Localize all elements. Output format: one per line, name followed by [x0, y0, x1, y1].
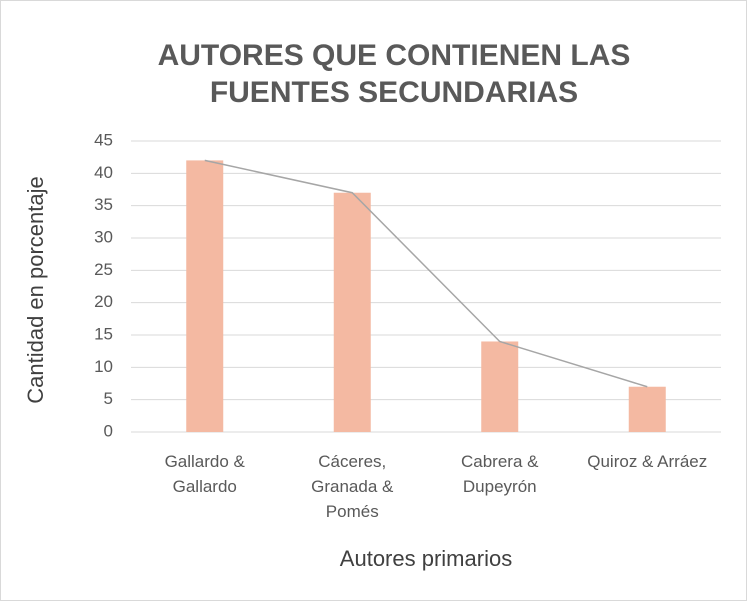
y-tick-label: 30: [94, 227, 113, 246]
y-tick-label: 25: [94, 260, 113, 279]
y-tick-label: 35: [94, 195, 113, 214]
y-tick-label: 10: [94, 357, 113, 376]
trend-line: [204, 159, 648, 388]
y-axis-label: Cantidad en porcentaje: [23, 176, 48, 404]
bar: [628, 386, 666, 432]
x-tick-label: Cáceres, Granada & Pomés: [311, 452, 394, 521]
y-tick-label: 5: [104, 389, 113, 408]
y-tick-label: 40: [94, 163, 113, 182]
bar: [333, 192, 371, 432]
bar: [186, 160, 224, 432]
y-tick-label: 20: [94, 292, 113, 311]
x-tick-label: Cabrera & Dupeyrón: [461, 452, 539, 496]
y-tick-label: 45: [94, 130, 113, 149]
y-tick-label: 0: [104, 421, 113, 440]
x-tick-label: Gallardo & Gallardo: [164, 452, 245, 496]
chart-title: AUTORES QUE CONTIENEN LAS FUENTES SECUND…: [157, 39, 631, 109]
bar: [481, 341, 519, 432]
x-axis-label: Autores primarios: [339, 546, 513, 571]
y-tick-label: 15: [94, 324, 113, 343]
x-tick-label: Quiroz & Arráez: [587, 452, 708, 471]
